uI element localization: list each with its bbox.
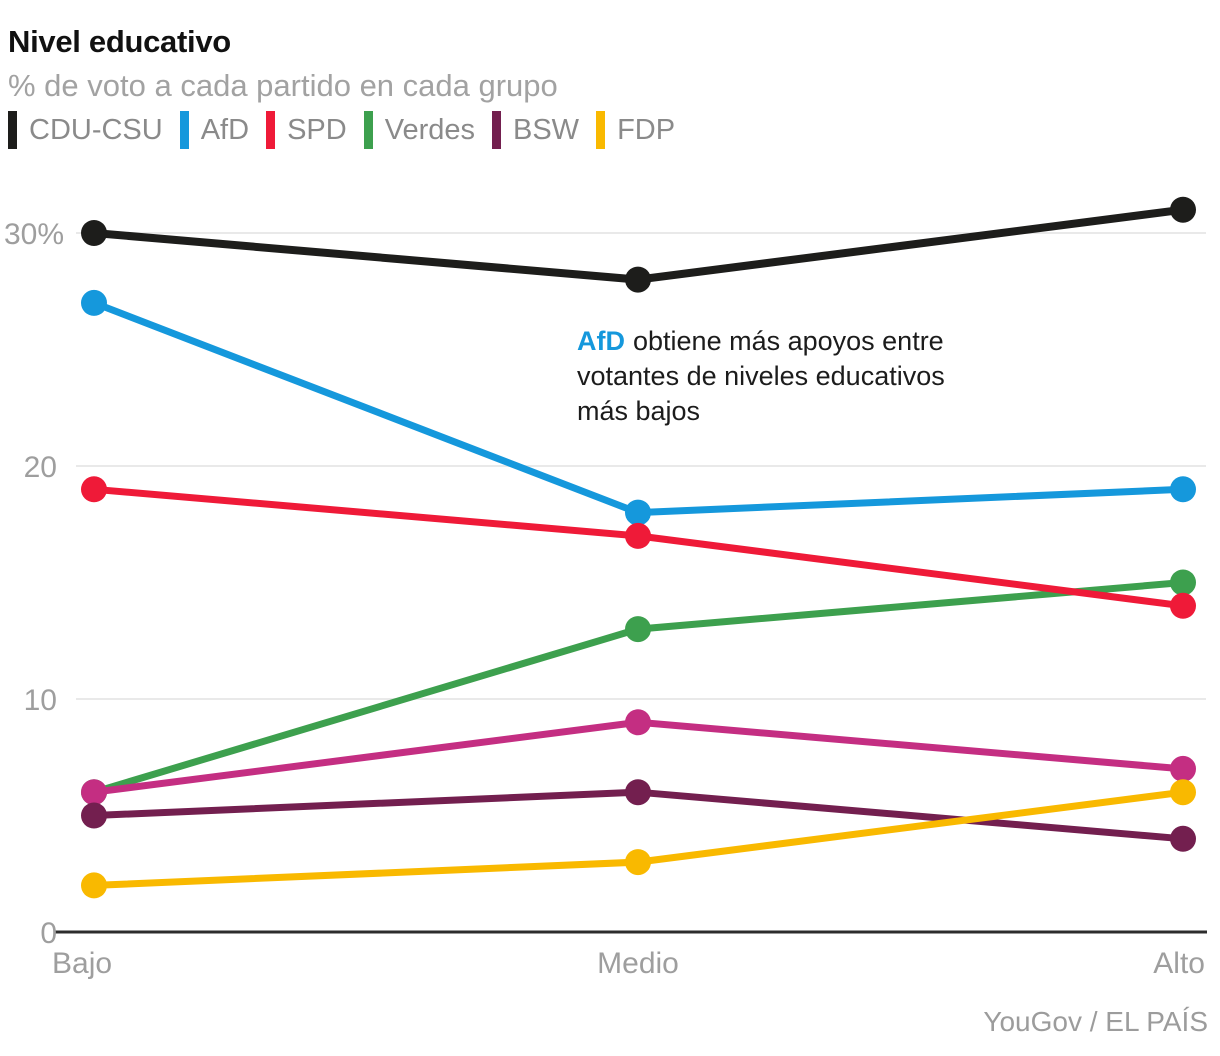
legend-label: CDU-CSU — [29, 113, 163, 146]
annotation: AfD obtiene más apoyos entre votantes de … — [577, 324, 945, 429]
legend-swatch-icon — [596, 111, 606, 149]
data-point-AfD-Medio — [625, 499, 651, 526]
data-point-CDU-CSU-Medio — [625, 266, 651, 293]
data-point-FDP-Alto — [1170, 779, 1196, 806]
legend: CDU-CSU AfD SPD Verdes BSW FDP — [8, 111, 675, 149]
legend-label: BSW — [513, 113, 580, 146]
data-point-CDU-CSU-Bajo — [81, 220, 107, 246]
data-point-BSW-Bajo — [81, 802, 107, 829]
y-tick-label: 20 — [24, 451, 57, 484]
legend-label: AfD — [200, 113, 250, 146]
data-point-SPD-Medio — [625, 522, 651, 549]
data-point-AfD-Alto — [1170, 476, 1196, 503]
data-point-SPD-Alto — [1170, 592, 1196, 619]
data-point-CDU-CSU-Alto — [1170, 196, 1196, 223]
x-tick-label: Bajo — [52, 947, 112, 980]
series-AfD — [81, 289, 1196, 526]
legend-item-bsw: BSW — [492, 111, 579, 149]
x-tick-label: Alto — [1153, 947, 1205, 980]
legend-label: FDP — [617, 113, 676, 146]
chart-subtitle: % de voto a cada partido en cada grupo — [8, 68, 558, 103]
y-tick-label: 30% — [4, 218, 64, 251]
annotation-line: votantes de niveles educativos — [577, 361, 945, 391]
data-point-FDP-Bajo — [81, 872, 107, 899]
legend-swatch-icon — [179, 111, 189, 149]
data-point-unlabeled-magenta-Medio — [625, 709, 651, 736]
legend-swatch-icon — [266, 111, 276, 149]
data-point-Verdes-Medio — [625, 616, 651, 643]
series-SPD — [81, 476, 1196, 619]
legend-label: Verdes — [384, 113, 475, 146]
series-FDP — [81, 779, 1196, 899]
legend-swatch-icon — [492, 111, 501, 149]
data-point-FDP-Medio — [625, 849, 651, 876]
y-tick-label: 0 — [40, 917, 57, 950]
series-line — [92, 579, 1184, 796]
series-unlabeled-magenta — [81, 709, 1196, 806]
annotation-text: obtiene más apoyos entre — [633, 326, 944, 356]
chart-title: Nivel educativo — [8, 24, 231, 59]
data-point-AfD-Bajo — [81, 289, 107, 316]
legend-item-verdes: Verdes — [363, 111, 475, 149]
legend-item-fdp: FDP — [596, 111, 675, 149]
data-point-BSW-Medio — [625, 779, 651, 806]
annotation-highlight: AfD — [577, 326, 625, 356]
data-point-Verdes-Alto — [1170, 569, 1196, 596]
legend-item-afd: AfD — [179, 111, 250, 149]
legend-swatch-icon — [363, 111, 373, 149]
legend-item-spd: SPD — [266, 111, 347, 149]
data-point-BSW-Alto — [1170, 825, 1196, 852]
series-BSW — [81, 779, 1196, 852]
data-point-SPD-Bajo — [81, 476, 107, 503]
y-tick-label: 10 — [24, 684, 57, 717]
annotation-line: AfD obtiene más apoyos entre — [577, 324, 945, 359]
legend-swatch-icon — [8, 111, 17, 149]
data-point-unlabeled-magenta-Bajo — [81, 779, 107, 806]
annotation-line: más bajos — [577, 396, 701, 426]
legend-item-cdu-csu: CDU-CSU — [8, 111, 163, 149]
legend-label: SPD — [287, 113, 347, 146]
data-point-unlabeled-magenta-Alto — [1170, 755, 1196, 782]
x-tick-label: Medio — [597, 947, 679, 980]
series-CDU-CSU — [81, 196, 1196, 293]
source-credit: YouGov / EL PAÍS — [983, 1006, 1208, 1037]
